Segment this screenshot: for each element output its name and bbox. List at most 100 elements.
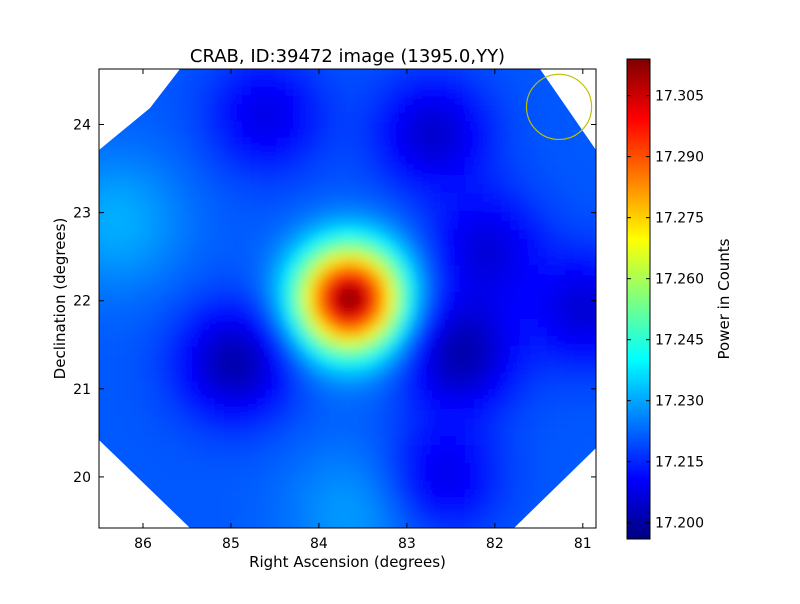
heatmap-cell	[394, 256, 404, 266]
heatmap-cell	[250, 211, 260, 221]
heatmap-cell	[538, 139, 548, 149]
heatmap-cell	[475, 265, 485, 275]
heatmap-cell	[241, 355, 251, 365]
heatmap-cell	[106, 139, 116, 149]
heatmap-cell	[403, 103, 413, 113]
heatmap-cell	[160, 301, 170, 311]
heatmap-cell	[367, 445, 377, 455]
heatmap-cell	[403, 418, 413, 428]
heatmap-cell	[529, 427, 539, 437]
heatmap-cell	[403, 337, 413, 347]
heatmap-cell	[250, 337, 260, 347]
heatmap-cell	[511, 76, 521, 86]
heatmap-cell	[403, 490, 413, 500]
heatmap-cell	[106, 445, 116, 455]
heatmap-cell	[385, 85, 395, 95]
heatmap-cell	[574, 130, 584, 140]
heatmap-cell	[610, 517, 620, 527]
heatmap-cell	[565, 319, 575, 329]
heatmap-cell	[484, 175, 494, 185]
heatmap-cell	[403, 400, 413, 410]
heatmap-cell	[169, 373, 179, 383]
heatmap-cell	[241, 202, 251, 212]
heatmap-cell	[142, 247, 152, 257]
heatmap-cell	[295, 175, 305, 185]
heatmap-cell	[547, 391, 557, 401]
heatmap-cell	[430, 256, 440, 266]
heatmap-cell	[340, 256, 350, 266]
heatmap-cell	[196, 292, 206, 302]
heatmap-cell	[160, 337, 170, 347]
heatmap-cell	[448, 382, 458, 392]
heatmap-cell	[376, 490, 386, 500]
heatmap-cell	[502, 418, 512, 428]
heatmap-cell	[520, 364, 530, 374]
heatmap-cell	[331, 418, 341, 428]
heatmap-cell	[457, 166, 467, 176]
heatmap-cell	[484, 436, 494, 446]
heatmap-cell	[547, 346, 557, 356]
heatmap-cell	[340, 499, 350, 509]
heatmap-cell	[349, 490, 359, 500]
heatmap-cell	[457, 400, 467, 410]
heatmap-cell	[313, 445, 323, 455]
heatmap-cell	[358, 76, 368, 86]
heatmap-cell	[322, 193, 332, 203]
heatmap-cell	[574, 148, 584, 158]
heatmap-cell	[592, 400, 596, 410]
heatmap-cell	[99, 274, 107, 284]
heatmap-cell	[529, 346, 539, 356]
heatmap-cell	[133, 211, 143, 221]
heatmap-cell	[196, 436, 206, 446]
heatmap-cell	[322, 94, 332, 104]
heatmap-cell	[349, 346, 359, 356]
heatmap-cell	[286, 247, 296, 257]
heatmap-cell	[403, 94, 413, 104]
heatmap-cell	[529, 382, 539, 392]
heatmap-cell	[547, 409, 557, 419]
heatmap-cell	[511, 346, 521, 356]
heatmap-cell	[457, 490, 467, 500]
heatmap-cell	[412, 364, 422, 374]
heatmap-cell	[304, 256, 314, 266]
heatmap-cell	[214, 445, 224, 455]
heatmap-cell	[466, 94, 476, 104]
heatmap-cell	[151, 265, 161, 275]
heatmap-cell	[205, 481, 215, 491]
heatmap-cell	[322, 238, 332, 248]
heatmap-cell	[142, 472, 152, 482]
heatmap-cell	[223, 247, 233, 257]
heatmap-cell	[160, 544, 170, 554]
heatmap-cell	[412, 319, 422, 329]
heatmap-cell	[502, 157, 512, 167]
heatmap-cell	[556, 58, 566, 68]
heatmap-cell	[349, 211, 359, 221]
heatmap-cell	[205, 373, 215, 383]
heatmap-cell	[232, 517, 242, 527]
heatmap-cell	[430, 175, 440, 185]
heatmap-cell	[538, 481, 548, 491]
heatmap-cell	[574, 292, 584, 302]
heatmap-cell	[286, 139, 296, 149]
heatmap-cell	[142, 265, 152, 275]
heatmap-cell	[601, 76, 611, 86]
heatmap-cell	[178, 319, 188, 329]
heatmap-cell	[439, 238, 449, 248]
heatmap-cell	[214, 69, 224, 77]
heatmap-cell	[493, 229, 503, 239]
heatmap-cell	[520, 49, 530, 59]
heatmap-cell	[565, 130, 575, 140]
heatmap-cell	[250, 85, 260, 95]
heatmap-cell	[250, 148, 260, 158]
heatmap-cell	[610, 364, 620, 374]
heatmap-cell	[232, 391, 242, 401]
heatmap-cell	[421, 517, 431, 527]
heatmap-cell	[214, 184, 224, 194]
heatmap-cell	[511, 319, 521, 329]
heatmap-cell	[349, 355, 359, 365]
heatmap-cell	[99, 409, 107, 419]
heatmap-cell	[214, 346, 224, 356]
heatmap-cell	[259, 400, 269, 410]
heatmap-cell	[232, 175, 242, 185]
heatmap-cell	[79, 499, 89, 509]
